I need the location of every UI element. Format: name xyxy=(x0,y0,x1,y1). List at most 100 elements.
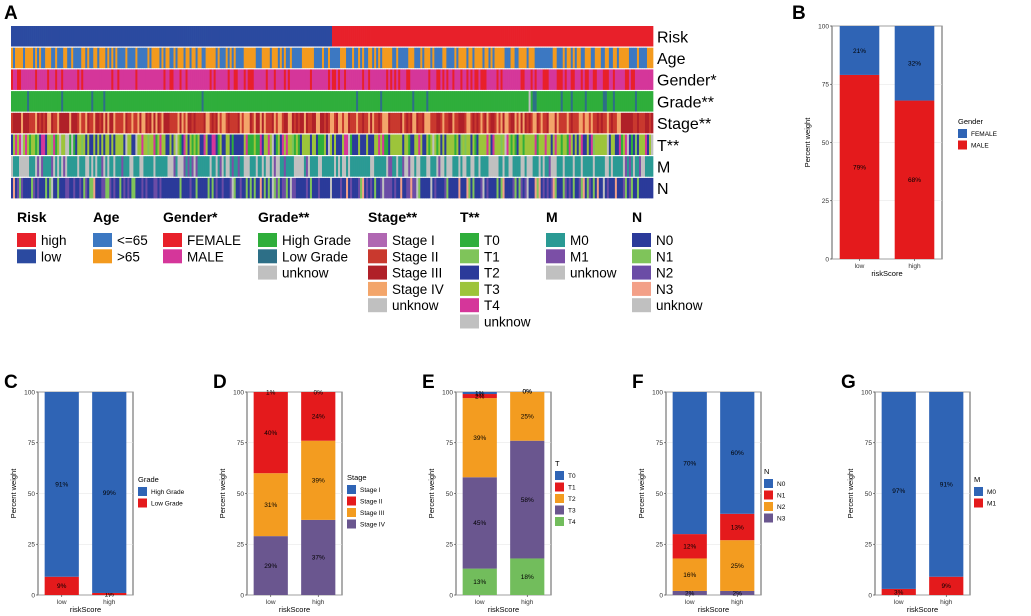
heatmap-cell xyxy=(534,69,537,90)
heatmap-cell xyxy=(291,47,295,69)
heatmap-cell xyxy=(484,112,487,134)
heatmap-cell xyxy=(121,69,124,90)
heatmap-cell xyxy=(325,47,329,69)
heatmap-cell xyxy=(85,26,88,47)
heatmap-cell xyxy=(151,134,154,155)
heatmap-cell xyxy=(21,91,24,112)
heatmap-cell xyxy=(91,156,94,177)
heatmap-cell xyxy=(51,69,54,90)
bar-label: 2% xyxy=(475,393,485,400)
heatmap-cell xyxy=(408,156,411,177)
heatmap-cell xyxy=(524,47,527,69)
heatmap-cell xyxy=(408,91,411,112)
heatmap-cell xyxy=(139,26,142,47)
heatmap-cell xyxy=(606,26,610,47)
heatmap-cell xyxy=(410,91,413,112)
heatmap-cell xyxy=(123,156,126,177)
heatmap-cell xyxy=(588,47,592,69)
heatmap-cell xyxy=(466,112,469,134)
heatmap-cell xyxy=(642,177,646,199)
heatmap-cell xyxy=(484,91,487,112)
heatmap-cell xyxy=(550,134,554,155)
heatmap-cell xyxy=(101,134,104,155)
heatmap-cell xyxy=(301,134,305,155)
heatmap-cell xyxy=(169,134,172,155)
heatmap-cell xyxy=(101,26,104,47)
heatmap-cell xyxy=(414,112,417,134)
bar-segment-high-grade-low xyxy=(44,392,79,577)
bar-segment-female-high xyxy=(894,26,935,101)
chart-legend-title: N xyxy=(764,467,769,476)
heatmap-cell xyxy=(368,134,371,155)
heatmap-cell xyxy=(598,69,602,90)
heatmap-cell xyxy=(97,26,100,47)
heatmap-cell xyxy=(366,26,369,47)
heatmap-cell xyxy=(436,156,439,177)
heatmap-cell xyxy=(386,156,389,177)
bar-label: 58% xyxy=(521,497,534,504)
heatmap-cell xyxy=(81,177,84,199)
heatmap-cell xyxy=(344,112,347,134)
heatmap-cell xyxy=(342,47,345,69)
heatmap-cell xyxy=(113,112,116,134)
heatmap-cell xyxy=(201,91,204,112)
heatmap-cell xyxy=(31,156,34,177)
heatmap-cell xyxy=(305,91,309,112)
heatmap-cell xyxy=(221,91,225,112)
heatmap-cell xyxy=(13,91,16,112)
heatmap-cell xyxy=(235,26,239,47)
heatmap-cell xyxy=(287,69,291,90)
heatmap-cell xyxy=(309,134,313,155)
heatmap-cell xyxy=(305,112,309,134)
heatmap-cell xyxy=(167,134,170,155)
heatmap-cell xyxy=(325,177,329,199)
heatmap-cell xyxy=(315,47,319,69)
heatmap-cell xyxy=(117,47,120,69)
heatmap-cell xyxy=(167,156,170,177)
heatmap-cell xyxy=(468,47,471,69)
heatmap-cell xyxy=(500,47,503,69)
heatmap-cell xyxy=(478,69,481,90)
heatmap-cell xyxy=(225,112,229,134)
heatmap-cell xyxy=(510,156,513,177)
heatmap-cell xyxy=(394,47,397,69)
heatmap-cell xyxy=(474,26,477,47)
heatmap-cell xyxy=(444,26,447,47)
heatmap-cell xyxy=(454,69,457,90)
heatmap-cell xyxy=(301,47,305,69)
heatmap-cell xyxy=(189,112,192,134)
heatmap-cell xyxy=(51,112,54,134)
heatmap-cell xyxy=(566,177,570,199)
heatmap-cell xyxy=(408,177,411,199)
heatmap-cell xyxy=(57,47,60,69)
heatmap-cell xyxy=(536,47,539,69)
heatmap-cell xyxy=(239,47,243,69)
heatmap-cell xyxy=(360,91,363,112)
heatmap-cell xyxy=(400,177,403,199)
heatmap-cell xyxy=(456,134,459,155)
heatmap-cell xyxy=(518,134,521,155)
heatmap-cell xyxy=(217,112,220,134)
heatmap-cell xyxy=(598,91,602,112)
heatmap-cell xyxy=(632,177,636,199)
heatmap-cell xyxy=(249,47,253,69)
heatmap-cell xyxy=(398,177,401,199)
heatmap-cell xyxy=(600,26,604,47)
heatmap-cell xyxy=(472,91,475,112)
heatmap-cell xyxy=(568,26,572,47)
heatmap-cell xyxy=(392,26,395,47)
heatmap-cell xyxy=(151,69,154,90)
heatmap-cell xyxy=(91,91,94,112)
heatmap-cell xyxy=(626,112,630,134)
heatmap-cell xyxy=(233,112,237,134)
heatmap-cell xyxy=(105,91,108,112)
heatmap-cell xyxy=(249,91,253,112)
heatmap-cell xyxy=(522,156,525,177)
track-label-risk: Risk xyxy=(657,29,689,46)
heatmap-cell xyxy=(105,156,108,177)
heatmap-legends: RiskhighlowAge<=65>65Gender*FEMALEMALEGr… xyxy=(17,209,703,330)
heatmap-cell xyxy=(378,47,381,69)
heatmap-cell xyxy=(215,47,218,69)
heatmap-cell xyxy=(321,91,325,112)
heatmap-cell xyxy=(199,26,202,47)
